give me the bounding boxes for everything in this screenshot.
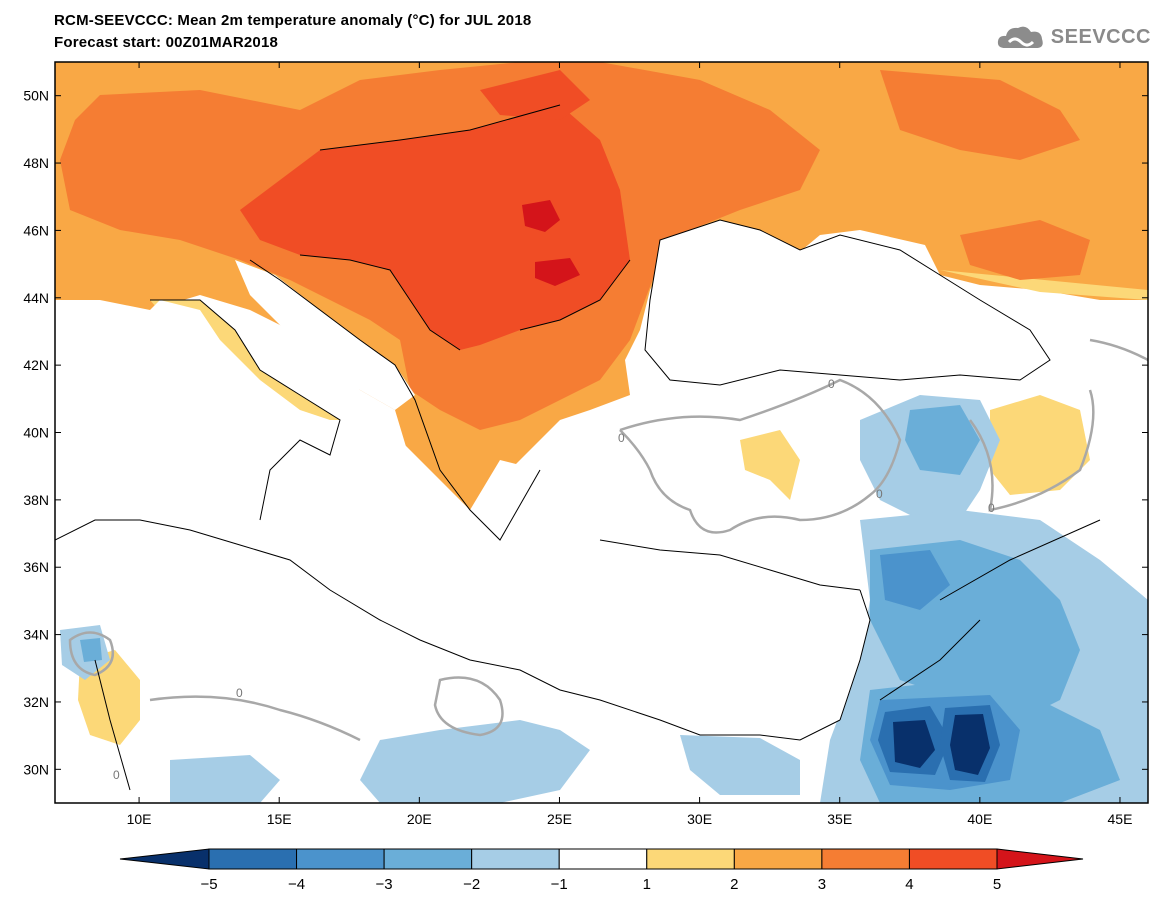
lon-tick-label: 35E (827, 811, 852, 827)
anomaly-zone-1-2-turkey (990, 395, 1090, 495)
contour-label: 0 (236, 686, 243, 700)
lat-tick-label: 50N (23, 88, 49, 104)
forecast-start-label: Forecast start: 00Z01MAR2018 (54, 34, 279, 51)
anomaly-zone-neg-3-4-syria (880, 550, 950, 610)
colorbar-tick-label: 5 (993, 876, 1001, 893)
anomaly-zone-neg-2-3-east (905, 405, 980, 475)
zero-contours (68, 338, 1148, 742)
anomaly-zone-above-5-core2 (535, 258, 580, 286)
anomaly-zone-1-2-east (940, 270, 1148, 300)
anomaly-zone-neg-2-3-tunisia (80, 638, 102, 662)
zero-contour-africa (149, 695, 361, 742)
colorbar-segment (821, 848, 910, 870)
lat-tick-label: 34N (23, 627, 49, 643)
colorbar-tick-label: 3 (818, 876, 826, 893)
coastline-levant (839, 589, 871, 721)
lon-tick-label: 40E (967, 811, 992, 827)
border-line (299, 254, 461, 351)
cloud-logo-icon (997, 26, 1043, 48)
lat-tick-label: 40N (23, 425, 49, 441)
anomaly-zone-1-2-anatolia (740, 430, 800, 500)
colorbar-tick-label: −5 (200, 876, 217, 893)
lon-tick-label: 30E (687, 811, 712, 827)
border-line (879, 619, 981, 701)
zero-contour-east2 (1089, 338, 1148, 362)
colorbar-segment (646, 848, 735, 870)
map-title: RCM-SEEVCCC: Mean 2m temperature anomaly… (54, 12, 532, 29)
colorbar-segment (208, 848, 298, 870)
colorbar-segment (908, 848, 998, 870)
lat-tick-label: 38N (23, 492, 49, 508)
lat-tick-label: 46N (23, 222, 49, 238)
coastlines (55, 104, 1101, 791)
coastline-balkans (249, 259, 541, 541)
colorbar-tick-label: −2 (463, 876, 480, 893)
anomaly-zone-3-4-caspian (960, 220, 1090, 280)
anomaly-zone-neg-1-2-algeria (170, 755, 280, 803)
colorbar-tick-label: 2 (730, 876, 738, 893)
colorbar-tick-label: 1 (643, 876, 651, 893)
lat-tick-label: 48N (23, 155, 49, 171)
contour-label: 0 (876, 487, 883, 501)
lon-tick-label: 45E (1108, 811, 1133, 827)
colorbar-tick-label: −3 (376, 876, 393, 893)
lon-tick-label: 15E (267, 811, 292, 827)
border-line (519, 259, 631, 331)
seevccc-logo: SEEVCCC (995, 22, 1151, 52)
anomaly-zone-neg-1-2-egypt (680, 735, 800, 795)
anomaly-zone-4-5-north (480, 70, 590, 120)
border-line (939, 519, 1101, 601)
zero-contour-east (968, 389, 1095, 512)
anomaly-zone-3-4-east (880, 70, 1080, 160)
coastline-turkey-south (599, 539, 861, 591)
anomaly-zone-neg-1-2-libya (360, 720, 590, 803)
lon-tick-label: 20E (407, 811, 432, 827)
lat-tick-label: 32N (23, 694, 49, 710)
border-line (94, 659, 131, 791)
contour-label: 0 (618, 431, 625, 445)
colorbar-extend-high (996, 848, 1084, 870)
anomaly-zone-4-5 (240, 105, 630, 350)
anomaly-zone-below-neg-5-b (950, 714, 990, 775)
lat-tick-label: 42N (23, 357, 49, 373)
colorbar-segment (733, 848, 823, 870)
coastline-africa (55, 519, 841, 741)
colorbar-segment (383, 848, 473, 870)
longitude-axis: 10E 15E 20E 25E 30E 35E 40E 45E (127, 62, 1133, 827)
lat-tick-label: 44N (23, 290, 49, 306)
colorbar-tick-label: −4 (288, 876, 305, 893)
adriatic-sea (235, 260, 415, 410)
lat-tick-label: 36N (23, 559, 49, 575)
zero-contour-anatolia (619, 378, 902, 534)
colorbar: −5 −4 −3 −2 −1 1 2 3 4 5 (119, 848, 1084, 893)
anomaly-zone-above-5-core1 (522, 200, 560, 232)
colorbar-extend-low (119, 848, 210, 870)
zero-contour-tunisia (68, 631, 115, 677)
colorbar-segment (558, 848, 648, 870)
contour-label: 0 (988, 501, 995, 515)
coastline-black-sea (644, 219, 1051, 386)
mediterranean-sea (55, 300, 870, 740)
contour-label: 0 (113, 768, 120, 782)
colorbar-tick-label: −1 (551, 876, 568, 893)
coastline-italy (150, 299, 341, 521)
colorbar-segment (296, 848, 385, 870)
lon-tick-label: 10E (127, 811, 152, 827)
zero-contour-libya (433, 676, 504, 737)
anomaly-field (55, 62, 1148, 803)
tyrrhenian-sea (110, 335, 275, 510)
lat-tick-label: 30N (23, 761, 49, 777)
latitude-axis: 50N 48N 46N 44N 42N 40N 38N 36N 34N 32N 30N (23, 88, 1148, 777)
contour-label: 0 (828, 377, 835, 391)
logo-text: SEEVCCC (1050, 25, 1151, 48)
anomaly-zone-below-neg-5-a (893, 720, 935, 768)
black-sea (645, 220, 1050, 385)
contour-labels: 0 0 0 0 0 0 (113, 377, 995, 782)
border-line (319, 104, 561, 151)
lon-tick-label: 25E (547, 811, 572, 827)
colorbar-tick-label: 4 (905, 876, 913, 893)
colorbar-segment (471, 848, 560, 870)
